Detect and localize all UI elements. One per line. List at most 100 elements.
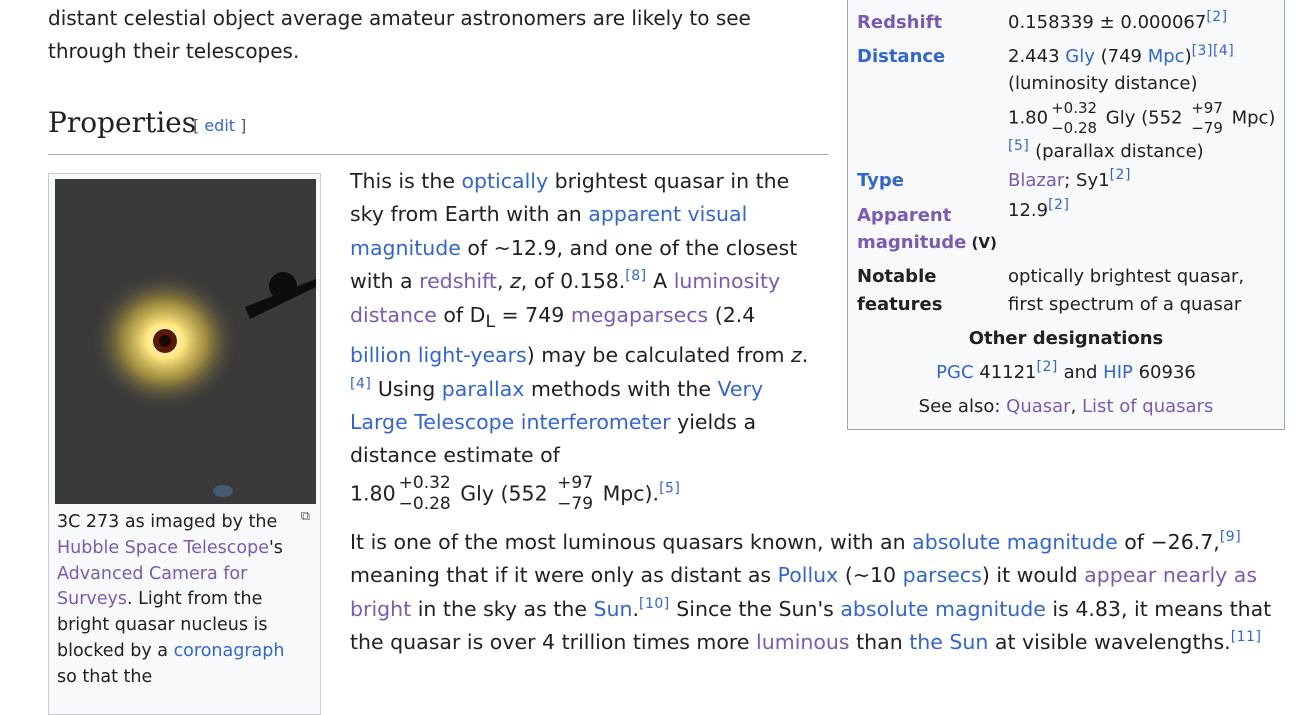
infobox: Redshift 0.158339 ± 0.000067[2] Distance… <box>847 0 1285 430</box>
distance-uncertainty: +0.32 −0.28 <box>399 473 451 516</box>
absolute-magnitude-link-2[interactable]: absolute magnitude <box>840 596 1046 621</box>
text: ) <box>1184 46 1192 67</box>
text: Mpc). <box>596 481 660 505</box>
text: Gly (552 <box>453 481 555 505</box>
distance-label-link[interactable]: Distance <box>857 46 946 67</box>
pollux-link[interactable]: Pollux <box>777 563 839 588</box>
parallax-distance-note: [5] (parallax distance) <box>1008 138 1280 165</box>
text: in the sky as the <box>411 596 594 621</box>
ref-11[interactable]: [11] <box>1230 629 1262 646</box>
ref-5[interactable]: [5] <box>659 480 681 497</box>
text: (V) <box>966 234 997 252</box>
ref-4[interactable]: [4] <box>350 375 372 392</box>
vlt-interferometer-link[interactable]: Very Large Telescope interferometer <box>350 376 764 434</box>
uncertainty-minus: −79 <box>1191 118 1223 137</box>
parallax-distance: 1.80 +0.32 −0.28 Gly (552 +97 −79 Mpc) <box>1008 99 1280 138</box>
type-label-link[interactable]: Type <box>857 170 904 191</box>
intro-text: distant celestial object average amateur… <box>48 2 808 68</box>
quasar-link[interactable]: Quasar <box>1006 396 1071 417</box>
apparent-magnitude-value: 12.9[2] <box>1008 197 1280 224</box>
distance-uncertainty-mpc: +97 −79 <box>557 473 593 516</box>
ref-2[interactable]: [2] <box>1036 359 1058 375</box>
uncertainty: +97 −79 <box>1191 99 1223 138</box>
paragraph-1: This is the optically brightest quasar i… <box>350 165 820 515</box>
other-designations-title: Other designations <box>968 328 1164 349</box>
uncertainty-plus: +0.32 <box>398 472 451 493</box>
text: and <box>1057 362 1104 383</box>
uncertainty-minus: −0.28 <box>1051 118 1098 137</box>
distance-value: 1.80 <box>350 481 396 505</box>
pgc-link[interactable]: PGC <box>936 362 974 383</box>
edit-bracket: ] <box>235 116 247 135</box>
sun-link[interactable]: Sun <box>593 596 633 621</box>
billion-light-years-link[interactable]: billion light-years <box>350 343 527 368</box>
uncertainty-plus: +0.32 <box>1051 99 1098 117</box>
luminosity-distance-note: (luminosity distance) <box>1008 73 1198 94</box>
redshift-label-link[interactable]: Redshift <box>857 12 943 33</box>
redshift-link[interactable]: redshift <box>419 269 497 294</box>
text: ; Sy1 <box>1064 170 1110 191</box>
edit-link[interactable]: edit <box>204 116 236 135</box>
redshift-value: 0.158339 ± 0.000067[2] <box>1008 9 1280 36</box>
z-symbol: z <box>510 269 521 294</box>
thumbnail: ⧉ 3C 273 as imaged by the Hubble Space T… <box>48 173 321 715</box>
notable-features-label: Notable features <box>857 266 943 315</box>
megaparsecs-link[interactable]: megaparsecs <box>570 302 709 327</box>
parsecs-link[interactable]: parsecs <box>902 563 982 588</box>
optically-link[interactable]: optically <box>461 169 549 193</box>
acs-link[interactable]: Advanced Camera for Surveys <box>57 563 248 610</box>
text: than <box>849 630 910 655</box>
ref-3[interactable]: [3] <box>1191 43 1213 59</box>
ref-2[interactable]: [2] <box>1048 197 1070 213</box>
text: It is one of the most luminous quasars k… <box>350 530 913 554</box>
luminosity-distance-link[interactable]: luminosity distance <box>350 269 781 327</box>
uncertainty-plus: +97 <box>1191 99 1223 117</box>
text: Using <box>371 376 442 401</box>
text: , <box>1070 396 1083 417</box>
text: brightest quasar in the sky from Earth w… <box>350 169 790 227</box>
text: 41121 <box>973 362 1037 383</box>
section-title: Properties <box>48 106 197 139</box>
see-also: See also: Quasar, List of quasars <box>848 393 1284 420</box>
luminous-link[interactable]: luminous <box>756 630 850 655</box>
apparent-magnitude-link[interactable]: Apparent magnitude <box>857 205 967 253</box>
text: methods with the <box>524 376 718 401</box>
text: 60936 <box>1132 362 1196 383</box>
apparent-visual-magnitude-link[interactable]: apparent visual magnitude <box>350 202 748 260</box>
hubble-link[interactable]: Hubble Space Telescope <box>57 537 269 558</box>
ref-2[interactable]: [2] <box>1109 167 1131 183</box>
list-of-quasars-link[interactable]: List of quasars <box>1082 396 1214 417</box>
text: = 749 <box>494 302 571 327</box>
ref-9[interactable]: [9] <box>1219 529 1242 546</box>
apparent-magnitude-label: Apparent magnitude (V) <box>857 202 1002 257</box>
quasar-image[interactable] <box>55 179 316 504</box>
text: at visible wavelengths. <box>988 630 1231 655</box>
blazar-link[interactable]: Blazar <box>1008 170 1065 191</box>
text: yields a distance estimate of <box>350 409 757 468</box>
quasar-image-graphic <box>55 179 316 504</box>
distance-value: 2.443 Gly (749 Mpc)[3][4] (luminosity di… <box>1008 43 1280 165</box>
hip-link[interactable]: HIP <box>1103 362 1133 383</box>
ref-5[interactable]: [5] <box>1008 138 1030 154</box>
ref-4[interactable]: [4] <box>1212 43 1235 59</box>
other-designations-value: PGC 41121[2] and HIP 60936 <box>848 359 1284 386</box>
ref-2[interactable]: [2] <box>1206 9 1228 25</box>
absolute-magnitude-link[interactable]: absolute magnitude <box>912 530 1118 554</box>
appear-nearly-as-bright-link[interactable]: appear nearly as bright <box>350 563 1258 621</box>
gly-link[interactable]: Gly <box>1065 46 1095 67</box>
text: A <box>646 269 674 294</box>
uncertainty: +0.32 −0.28 <box>1051 99 1097 138</box>
text: See also: <box>918 396 1007 417</box>
text: Since the Sun's <box>669 596 841 621</box>
coronagraph-link[interactable]: coronagraph <box>173 640 285 661</box>
mpc-link[interactable]: Mpc <box>1147 46 1185 67</box>
text: of D <box>436 302 486 327</box>
enlarge-icon[interactable]: ⧉ <box>300 509 310 524</box>
the-sun-link[interactable]: the Sun <box>909 630 989 655</box>
text: , <box>496 269 511 294</box>
ref-8[interactable]: [8] <box>625 268 647 285</box>
paragraph-2: It is one of the most luminous quasars k… <box>350 526 1285 660</box>
text: of ~12.9, and one of the closest with a <box>350 235 798 294</box>
parallax-link[interactable]: parallax <box>441 376 525 401</box>
ref-10[interactable]: [10] <box>639 595 670 612</box>
